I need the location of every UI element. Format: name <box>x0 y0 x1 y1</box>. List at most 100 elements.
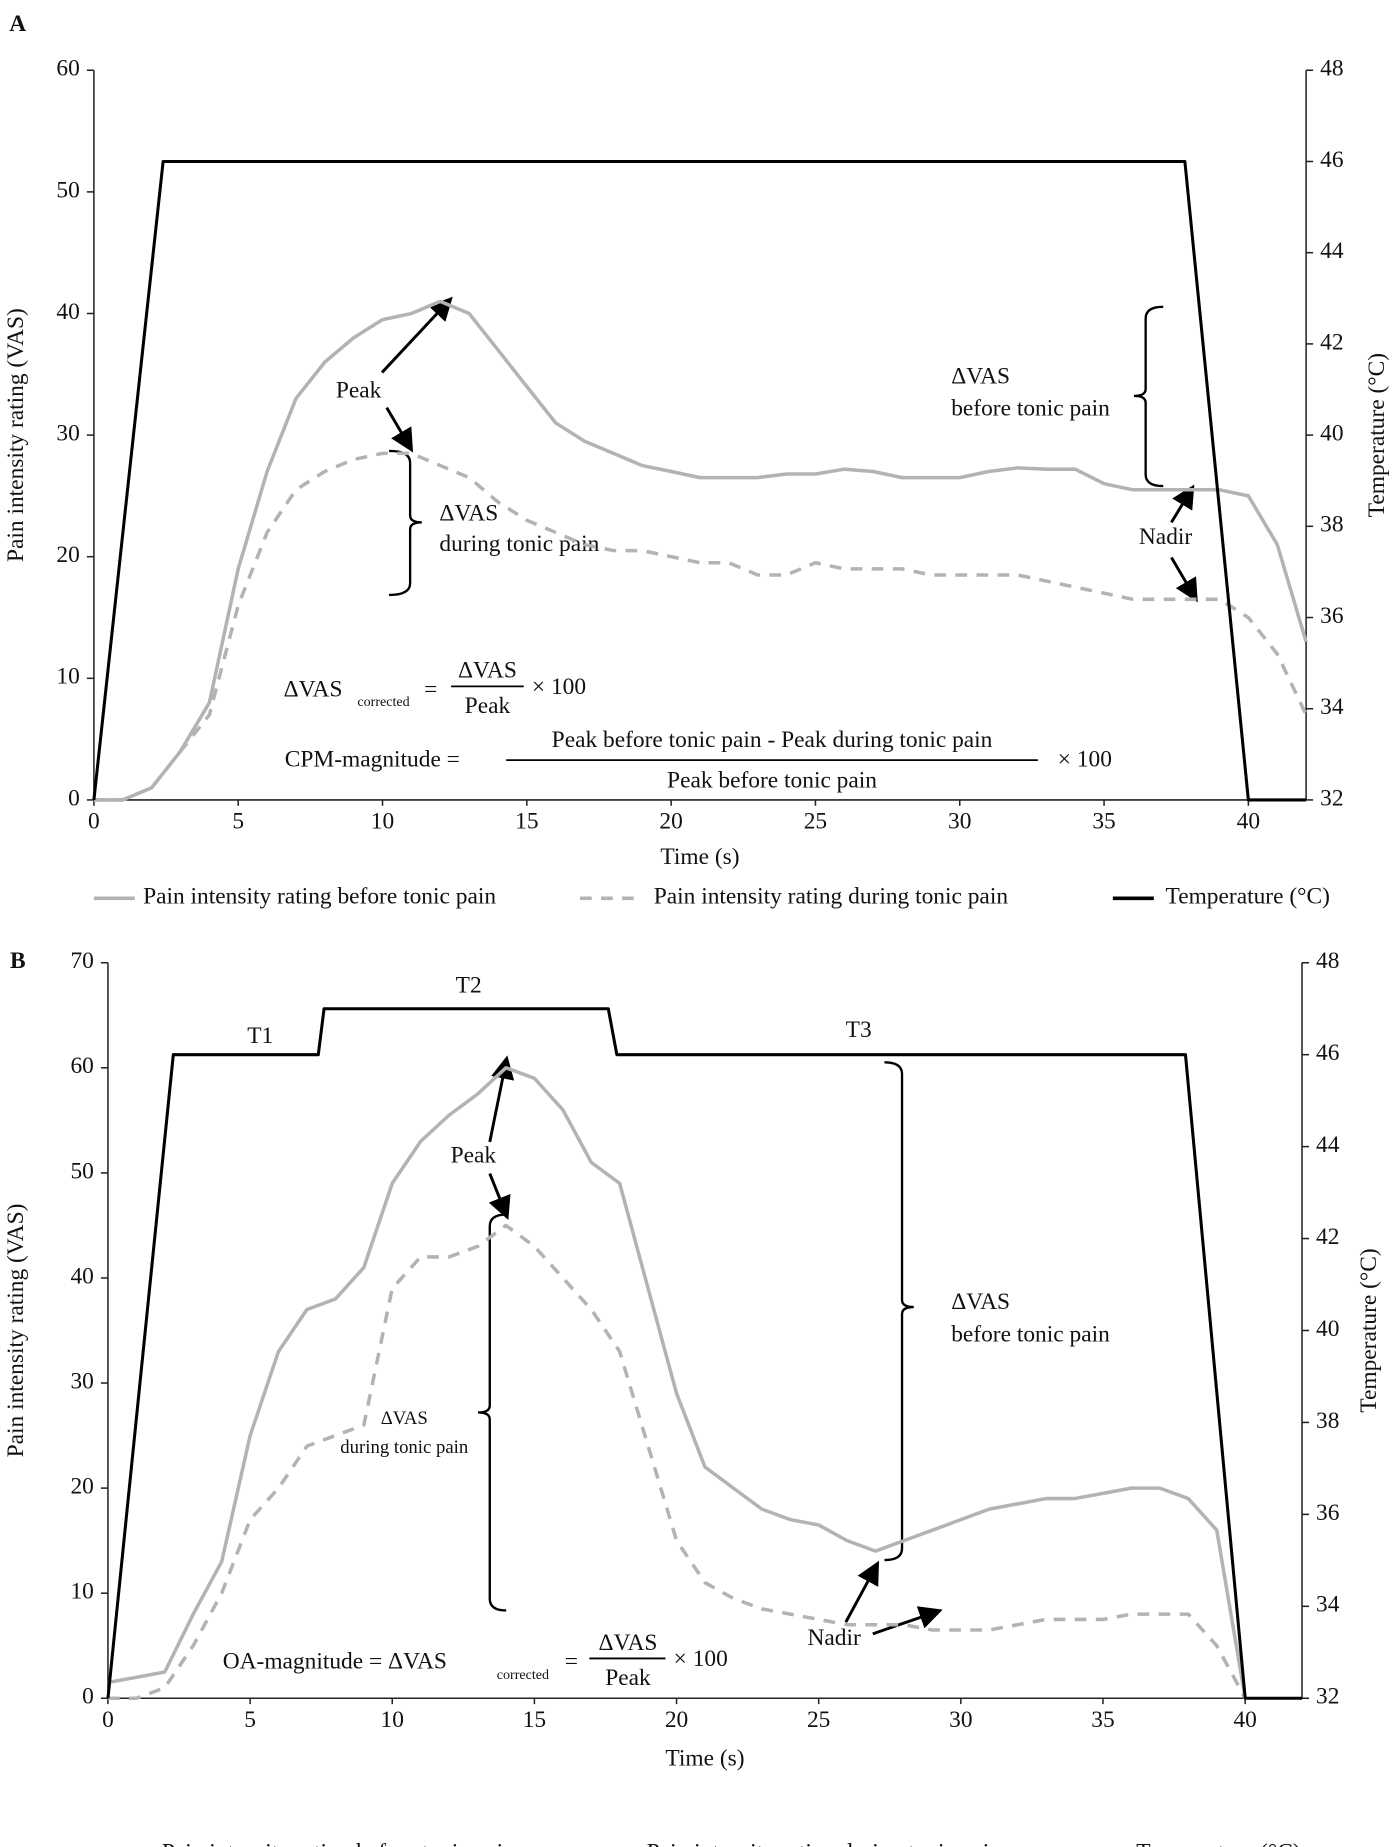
y2-tick-label: 42 <box>1316 1224 1339 1250</box>
x-tick-label: 30 <box>948 809 971 835</box>
x-tick-label: 15 <box>523 1707 546 1733</box>
x-tick-label: 25 <box>804 809 827 835</box>
annotation: Peak <box>336 378 382 404</box>
x-axis-title: Time (s) <box>660 844 739 870</box>
y-tick-label: 50 <box>56 177 79 203</box>
panel-label: A <box>9 11 26 37</box>
series-line <box>93 299 1308 802</box>
formula: corrected <box>497 1667 549 1683</box>
y-tick-label: 40 <box>56 299 79 325</box>
legend-label: Temperature (°C) <box>1136 1839 1300 1847</box>
arrow <box>1170 556 1198 603</box>
legend-label: Pain intensity rating before tonic pain <box>143 884 496 910</box>
formula: ΔVAS <box>599 1630 658 1656</box>
formula: ΔVAS <box>458 658 517 684</box>
formula: = <box>565 1648 578 1674</box>
y-tick-label: 0 <box>82 1684 94 1710</box>
y2-tick-label: 46 <box>1320 147 1343 173</box>
bracket <box>884 1061 914 1562</box>
y-axis-title: Pain intensity rating (VAS) <box>3 308 29 562</box>
annotation: before tonic pain <box>951 395 1110 421</box>
y2-axis-title: Temperature (°C) <box>1356 1248 1382 1412</box>
formula: corrected <box>357 694 409 710</box>
y2-tick-label: 44 <box>1316 1132 1340 1158</box>
y2-tick-label: 38 <box>1320 512 1343 538</box>
y-tick-label: 40 <box>70 1263 93 1289</box>
x-tick-label: 0 <box>102 1707 114 1733</box>
bracket <box>1133 305 1164 488</box>
y-tick-label: 50 <box>70 1158 93 1184</box>
y2-tick-label: 48 <box>1320 56 1343 82</box>
y2-tick-label: 36 <box>1316 1500 1339 1526</box>
x-tick-label: 35 <box>1092 809 1115 835</box>
bracket <box>389 449 422 597</box>
y2-tick-label: 32 <box>1316 1684 1339 1710</box>
y2-tick-label: 36 <box>1320 603 1343 629</box>
legend-label: Pain intensity rating before tonic pain <box>162 1839 515 1847</box>
y2-tick-label: 48 <box>1316 948 1339 974</box>
y2-tick-label: 42 <box>1320 329 1343 355</box>
y2-tick-label: 40 <box>1316 1316 1339 1342</box>
arrow <box>488 1055 515 1143</box>
annotation: T3 <box>846 1017 872 1043</box>
annotation: during tonic pain <box>439 531 599 557</box>
annotation: ΔVAS <box>381 1408 428 1429</box>
y-tick-label: 30 <box>56 420 79 446</box>
y-tick-label: 10 <box>56 664 79 690</box>
formula: = <box>424 676 437 702</box>
arrow <box>872 1606 943 1636</box>
y2-tick-label: 44 <box>1320 238 1344 264</box>
formula: CPM-magnitude = <box>285 747 460 773</box>
x-tick-label: 40 <box>1237 809 1260 835</box>
legend-label: Pain intensity rating during tonic pain <box>654 884 1009 910</box>
series-line <box>107 1223 1247 1701</box>
annotation: ΔVAS <box>951 364 1010 390</box>
y2-tick-label: 34 <box>1316 1592 1340 1618</box>
series-line <box>93 451 1308 802</box>
annotation: ΔVAS <box>951 1289 1010 1315</box>
bracket <box>478 1213 507 1612</box>
annotation: before tonic pain <box>951 1322 1110 1348</box>
annotation: Peak <box>451 1143 497 1169</box>
annotation: during tonic pain <box>340 1437 469 1458</box>
formula: × 100 <box>674 1646 728 1672</box>
x-tick-label: 10 <box>381 1707 404 1733</box>
annotation: ΔVAS <box>439 501 498 527</box>
formula: Peak <box>605 1665 651 1691</box>
panel-label: B <box>10 948 26 974</box>
formula: × 100 <box>1058 747 1112 773</box>
y2-tick-label: 34 <box>1320 694 1344 720</box>
x-tick-label: 5 <box>244 1707 256 1733</box>
arrow <box>1170 484 1195 524</box>
y-tick-label: 10 <box>70 1579 93 1605</box>
y-tick-label: 20 <box>70 1473 93 1499</box>
y2-axis-title: Temperature (°C) <box>1364 353 1390 517</box>
x-tick-label: 20 <box>665 1707 688 1733</box>
x-tick-label: 0 <box>88 809 100 835</box>
annotation: T1 <box>247 1023 273 1049</box>
y-axis-title: Pain intensity rating (VAS) <box>3 1204 29 1458</box>
series-line <box>92 159 1307 802</box>
y-tick-label: 70 <box>70 948 93 974</box>
formula: × 100 <box>532 674 586 700</box>
x-tick-label: 15 <box>515 809 538 835</box>
series-line <box>107 1066 1247 1699</box>
x-tick-label: 35 <box>1091 1707 1114 1733</box>
arrow <box>844 1560 880 1623</box>
y-tick-label: 30 <box>70 1368 93 1394</box>
legend-label: Temperature (°C) <box>1166 884 1330 910</box>
y2-tick-label: 38 <box>1316 1408 1339 1434</box>
formula: Peak before tonic pain <box>667 768 877 794</box>
formula: Peak before tonic pain - Peak during ton… <box>552 727 993 753</box>
x-tick-label: 5 <box>232 809 244 835</box>
y2-tick-label: 46 <box>1316 1040 1339 1066</box>
y-tick-label: 0 <box>68 785 80 811</box>
panel-b: T1 T2 T3 Peak ΔVAS during tonic pain ΔVA… <box>3 948 1382 1847</box>
formula: Peak <box>465 693 511 719</box>
arrow <box>380 296 453 374</box>
annotation: T2 <box>456 973 482 999</box>
x-axis-title: Time (s) <box>665 1746 744 1772</box>
y-tick-label: 20 <box>56 542 79 568</box>
